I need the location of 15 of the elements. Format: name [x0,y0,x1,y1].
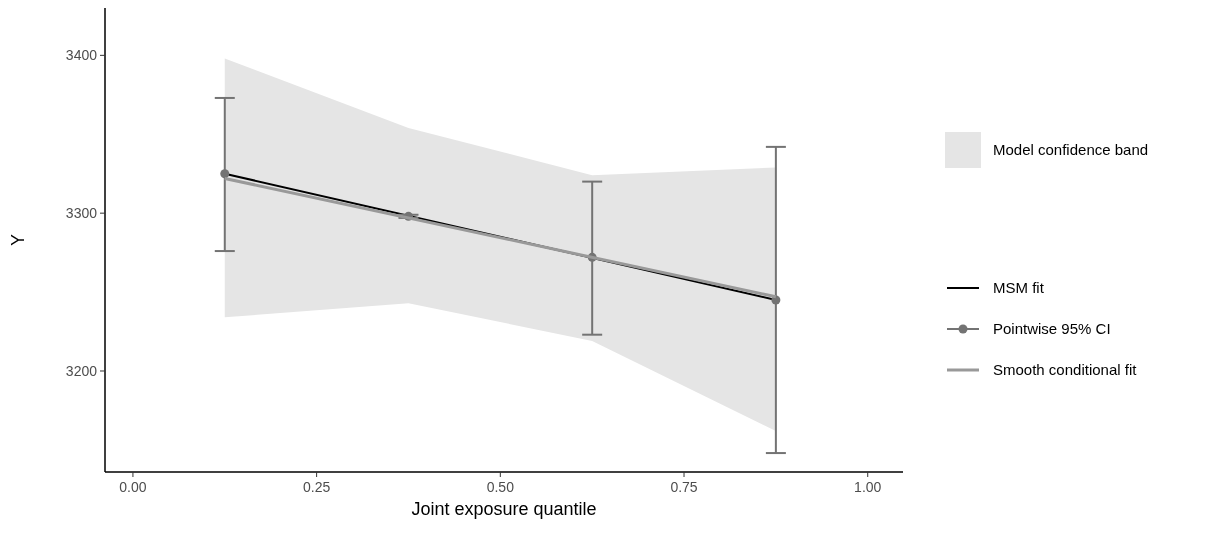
point [220,169,230,179]
y-tick-label: 3300 [65,205,98,222]
x-tick-label: 0.25 [303,479,331,495]
legend-label: Smooth conditional fit [993,361,1138,378]
x-tick-label: 0.50 [486,479,515,495]
y-axis-title: Y [8,233,28,247]
y-tick-label: 3200 [65,362,98,379]
legend-label: Pointwise 95% CI [993,320,1111,337]
legend-label: Model confidence band [993,141,1149,158]
x-tick-label: 0.00 [119,479,147,495]
x-tick-label: 0.75 [670,479,698,495]
x-axis-title: Joint exposure quantile [411,499,597,519]
x-tick-label: 1.00 [854,479,882,495]
legend-label: MSM fit [993,279,1045,296]
y-tick-label: 3400 [65,47,98,64]
